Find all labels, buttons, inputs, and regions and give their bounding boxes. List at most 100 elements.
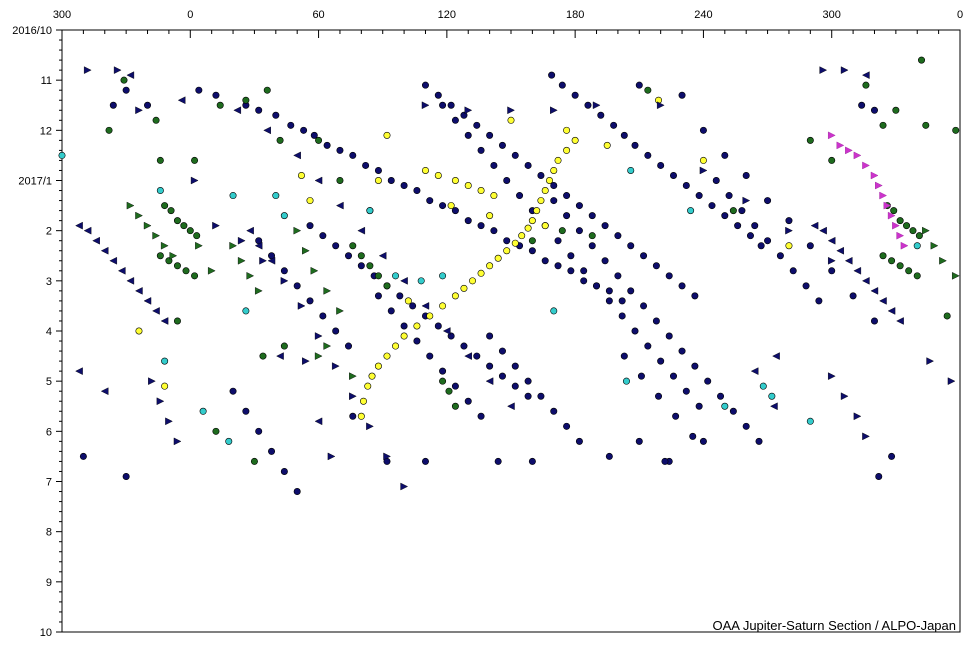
data-point (656, 101, 665, 110)
data-point (721, 212, 729, 220)
data-point (588, 232, 596, 240)
data-point (644, 151, 652, 159)
data-point (302, 246, 310, 255)
data-point (631, 327, 639, 335)
data-point (100, 387, 109, 396)
data-point (374, 292, 382, 300)
data-point (605, 287, 613, 295)
data-point (494, 457, 502, 465)
data-point (297, 302, 306, 310)
data-point (567, 252, 575, 260)
data-point (503, 177, 511, 185)
data-point (498, 141, 506, 149)
data-point (451, 177, 459, 185)
data-point (862, 161, 870, 170)
data-point (511, 239, 519, 247)
data-point (494, 254, 502, 262)
data-point (537, 197, 545, 205)
data-point (861, 71, 870, 79)
y-tick-label: 11 (41, 75, 52, 87)
data-point (374, 177, 382, 185)
data-point (421, 166, 429, 174)
data-point (550, 182, 558, 190)
data-point (259, 352, 267, 360)
y-axis: 2016/10 11 12 2017/1 2 3 4 5 6 7 8 9 10 (12, 25, 62, 639)
data-point (400, 182, 408, 190)
data-point (173, 262, 181, 270)
data-point (464, 182, 472, 190)
data-point (890, 207, 898, 215)
data-point (614, 232, 622, 240)
data-point (319, 232, 327, 240)
data-point (635, 81, 643, 89)
data-point (378, 251, 387, 260)
data-point (173, 217, 181, 225)
x-tick-label: 0 (187, 9, 193, 21)
data-point (892, 221, 900, 230)
data-point (439, 101, 447, 109)
data-point (913, 242, 921, 250)
data-point (477, 269, 485, 277)
data-point (541, 187, 549, 195)
x-tick-label: 300 (823, 9, 841, 21)
data-point (161, 382, 169, 390)
data-point (229, 192, 237, 200)
data-point (605, 297, 613, 305)
data-point (447, 332, 455, 340)
data-point (242, 307, 250, 315)
data-point (413, 337, 421, 345)
data-point (336, 201, 344, 210)
data-point (915, 232, 923, 240)
data-point (828, 267, 836, 275)
data-point (314, 332, 323, 340)
data-point (828, 256, 836, 265)
data-point (588, 212, 596, 220)
data-point (516, 192, 524, 200)
data-point (319, 312, 327, 320)
data-point (862, 81, 870, 89)
data-point (637, 372, 645, 380)
data-point (828, 372, 836, 380)
data-point (421, 302, 430, 310)
data-point (635, 437, 643, 445)
data-point (126, 201, 135, 210)
y-tick-label: 2 (46, 226, 52, 238)
data-point (490, 161, 498, 169)
data-point (413, 187, 421, 195)
data-point (554, 237, 562, 245)
data-point (541, 222, 549, 230)
data-point (875, 181, 883, 190)
data-point (349, 372, 357, 380)
x-tick-label: 180 (566, 9, 584, 21)
data-point (840, 66, 849, 74)
data-point (545, 177, 553, 185)
x-tick-label: 300 (53, 9, 71, 21)
data-point (383, 282, 391, 290)
data-point (614, 272, 622, 280)
data-point (135, 327, 143, 335)
data-point (359, 397, 367, 405)
data-point (770, 402, 778, 411)
data-point (460, 111, 468, 119)
data-point (152, 231, 161, 240)
data-point (640, 252, 648, 260)
data-point (287, 121, 295, 129)
data-point (926, 357, 935, 365)
data-point (524, 377, 532, 385)
data-point (190, 176, 199, 185)
data-point (541, 257, 549, 265)
data-point (665, 332, 673, 340)
data-point (746, 232, 754, 240)
data-point (193, 232, 201, 240)
data-point (511, 362, 519, 370)
data-point (486, 262, 494, 270)
data-point (819, 66, 828, 74)
data-point (618, 312, 626, 320)
data-point (524, 224, 532, 232)
data-point (314, 176, 323, 185)
data-point (695, 402, 703, 410)
data-point (143, 221, 152, 230)
data-point (434, 171, 442, 179)
data-point (439, 302, 447, 310)
y-tick-label: 2016/10 (12, 25, 52, 37)
